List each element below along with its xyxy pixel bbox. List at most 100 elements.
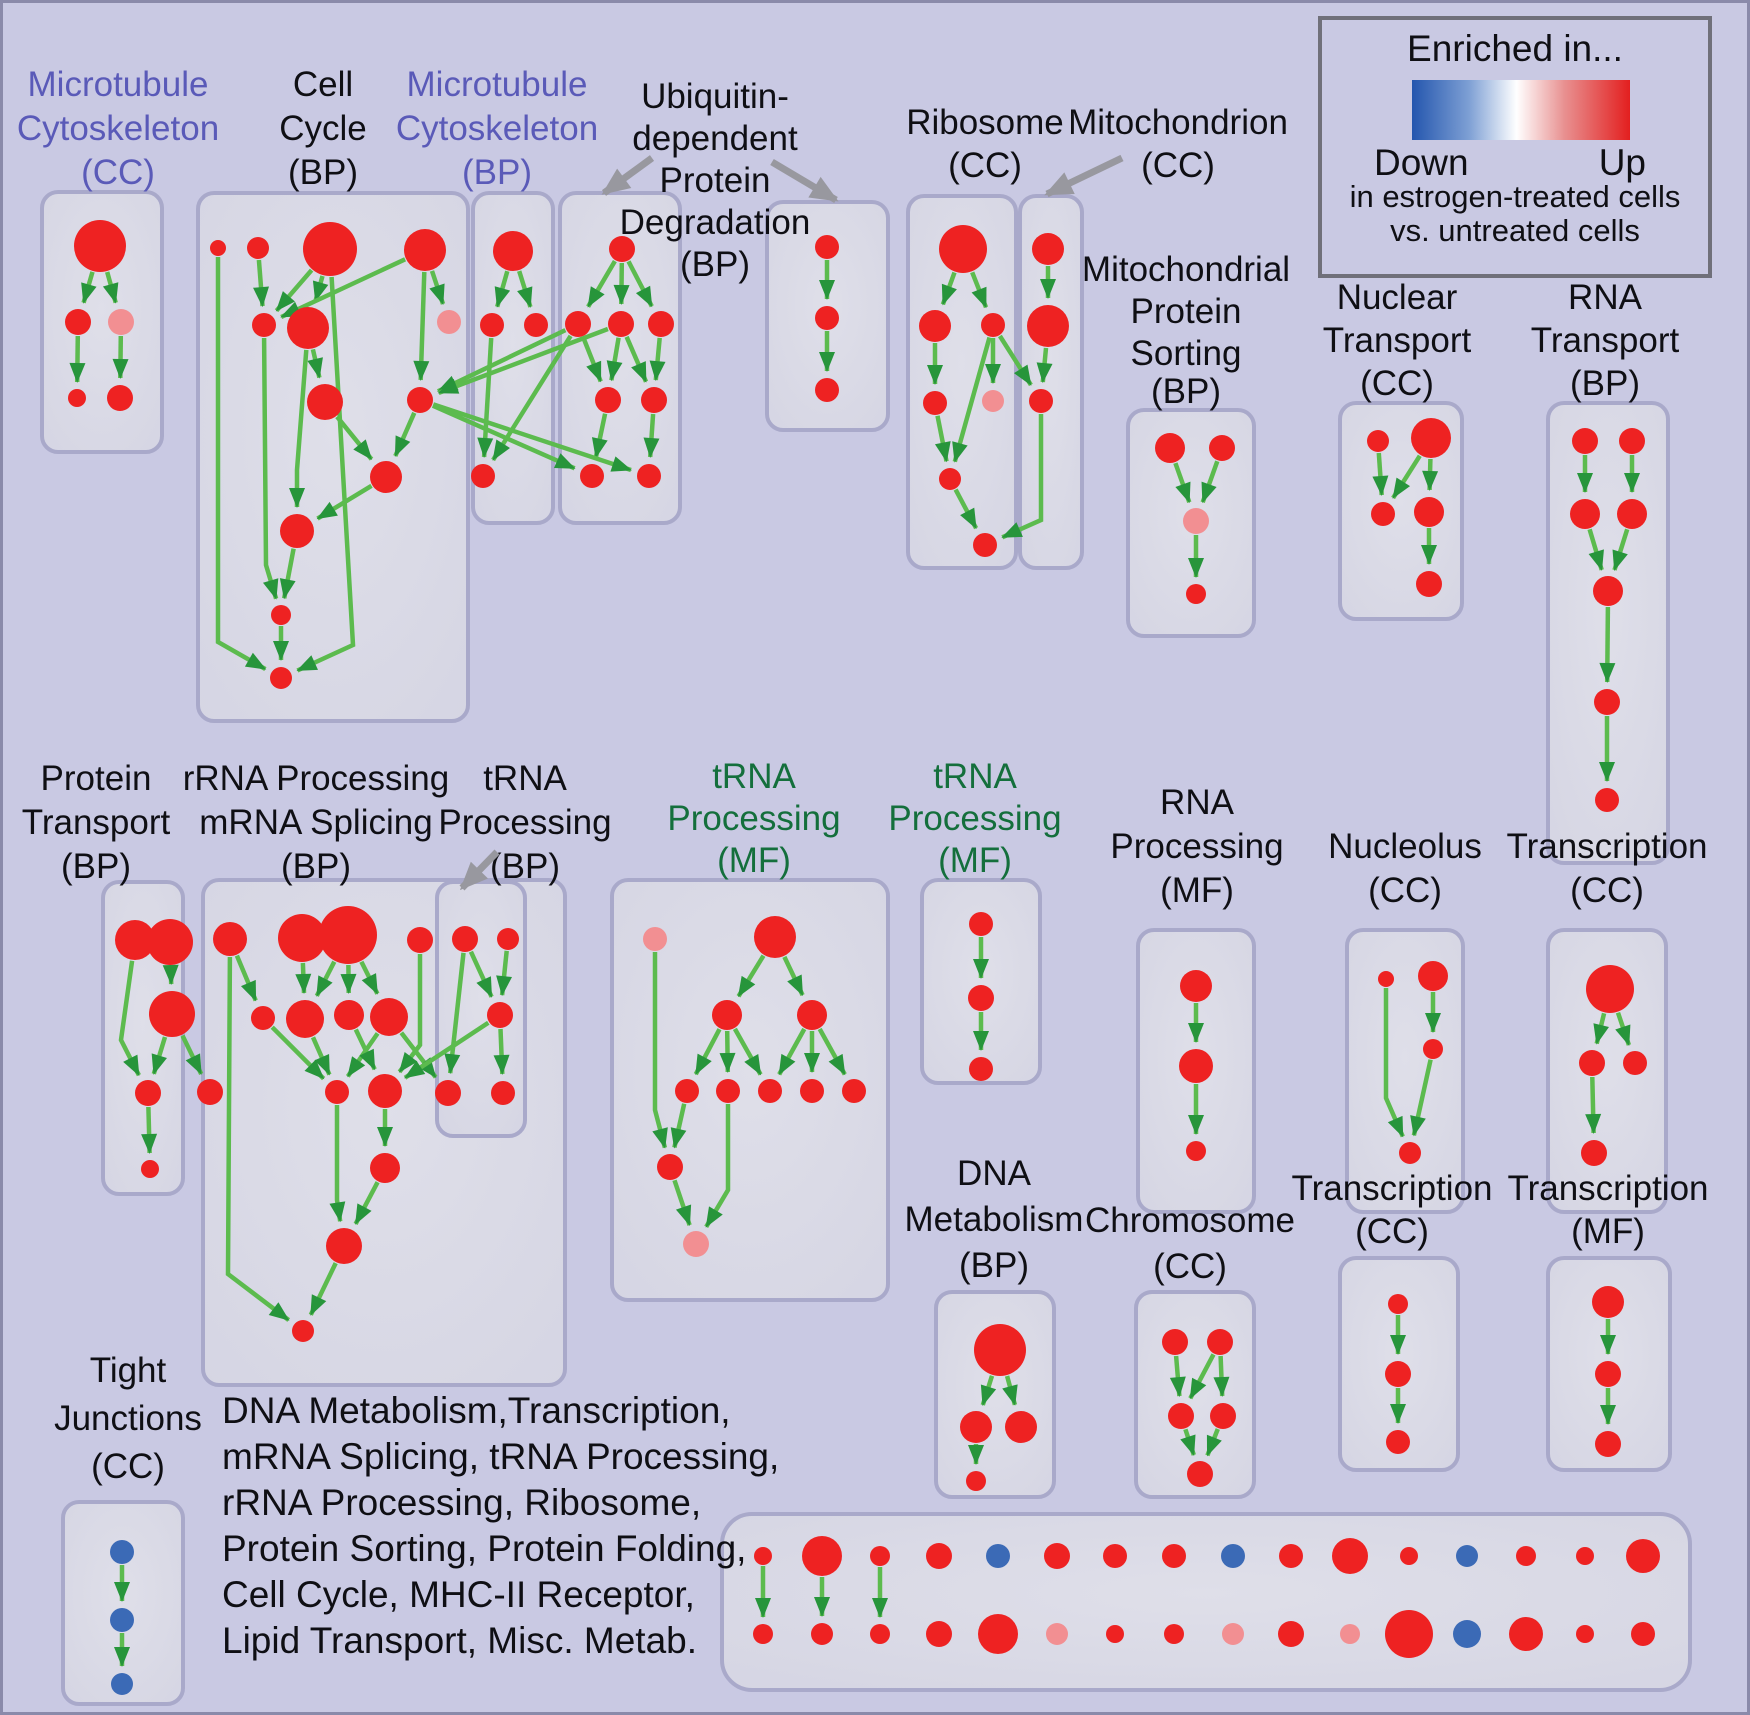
edge-cellcycle-c-f [312, 275, 329, 302]
node-trna_mf1-X11 [683, 1231, 709, 1257]
node-rnaproc-Z1 [1180, 970, 1212, 1002]
ubiq_label-label-line4: Degradation [620, 203, 811, 242]
edge-ribosome-R1-R3 [970, 271, 989, 309]
edge-dnametab-dL-dm1 [980, 1375, 997, 1406]
node-rrna-Q2 [278, 914, 326, 962]
edge-cellcycle-f-i [307, 348, 323, 379]
legend-title: Enriched in... [1407, 28, 1623, 69]
node-cellcycle-m [270, 667, 292, 689]
node-chromosome-cm1 [1168, 1403, 1194, 1429]
edge-trna_mf1-X2-X3 [736, 954, 766, 998]
node-rnatrans-re [1595, 788, 1619, 812]
cross-edge-mito-M3-ribosome-R7 [1001, 414, 1044, 540]
edge-rrna-Q3-q8 [359, 960, 380, 995]
trna_mf2-label-line3: (MF) [938, 841, 1012, 880]
node-rrna-q6 [286, 1000, 324, 1038]
node-chromosome-ct1 [1162, 1329, 1188, 1355]
edge-mps-p2-pk [1200, 460, 1220, 504]
rrna-label-line1: rRNA Processing [183, 759, 449, 798]
mt_bp-label-line3: (BP) [462, 153, 532, 192]
edge-prottrans-P2-P3 [162, 964, 179, 985]
note-line-5: Cell Cycle, MHC-II Receptor, [222, 1574, 695, 1615]
mt_bp-label-line1: Microtubule [407, 65, 588, 104]
ubiq_label-label-line2: dependent [632, 119, 798, 158]
node-trans_cc2-tcb [1581, 1140, 1607, 1166]
edge-chromosome-ct2-cm1 [1188, 1353, 1216, 1400]
node-chromosome-ct2 [1207, 1329, 1233, 1355]
legend: Enriched in... Down Up in estrogen-treat… [1318, 16, 1712, 278]
strip-top-node-2 [802, 1536, 842, 1576]
node-prottrans-P3 [149, 991, 195, 1037]
edge-nucleolus-ns-nb2 [1383, 988, 1405, 1138]
mps-label-line2: Protein [1131, 292, 1242, 331]
trna_bp-label-line1: tRNA [483, 759, 567, 798]
node-ubiq1-m1 [565, 311, 591, 337]
trna_mf2-label-line1: tRNA [933, 757, 1017, 796]
node-cellcycle-d [404, 229, 446, 271]
node-rnatrans-rd [1594, 689, 1620, 715]
edge-prottrans-P1-P4 [118, 960, 141, 1077]
trna_mf1-label-line2: Processing [667, 799, 840, 838]
edge-trna_mf1-X3-X6 [719, 1030, 736, 1073]
edge-trans_cc2-tcL-tcm2 [1615, 1011, 1632, 1046]
edge-prottrans-P4-P5 [141, 1106, 158, 1154]
node-rrna-q12 [326, 1228, 362, 1264]
callout-mitochondrion-icon [1044, 154, 1124, 198]
node-nucleolus-nb2 [1399, 1142, 1421, 1164]
node-rrna-Q1 [213, 922, 247, 956]
callout-ubiquitin-left-icon [601, 155, 655, 196]
strip-bottom-node-9 [1222, 1623, 1244, 1645]
prottrans-label-line3: (BP) [61, 847, 131, 886]
edge-ubiq1-t-m3 [626, 260, 654, 308]
rnatrans-label-line3: (BP) [1570, 364, 1640, 403]
edge-trna_mf1-X2-X4 [782, 955, 805, 997]
edge-nucleolus-nm-nb2 [1410, 1059, 1433, 1137]
node-rnatrans-rm1 [1570, 499, 1600, 529]
ubiq_label-label-line1: Ubiquitin- [641, 77, 789, 116]
strip-bottom-node-5 [978, 1614, 1018, 1654]
node-mps-p2 [1209, 435, 1235, 461]
strip-bottom-node-11 [1340, 1624, 1360, 1644]
edge-rnatrans-rc-rd [1599, 606, 1616, 683]
node-rrna-q5 [251, 1006, 275, 1030]
rrna-label-line3: (BP) [281, 847, 351, 886]
cross-edge-rrna-q8-trna_bp-tb4 [399, 1031, 438, 1079]
node-ribosome-R3 [981, 313, 1005, 337]
edge-ubiq1-m2-n2 [624, 335, 649, 383]
node-prottrans-P1 [115, 920, 155, 960]
misc-clusters-note: DNA Metabolism,Transcription, mRNA Splici… [222, 1388, 779, 1664]
node-cellcycle-h [407, 387, 433, 413]
node-ubiq1-b2 [637, 464, 661, 488]
node-ribosome-R4 [923, 391, 947, 415]
legend-gradient-bar [1412, 80, 1630, 140]
trna_bp-label-line2: Processing [438, 803, 611, 842]
edge-mt_cc-C-E [112, 335, 129, 379]
node-trna_mf1-X1 [643, 927, 667, 951]
rnaproc-label-line3: (MF) [1160, 871, 1234, 910]
node-dnametab-dm1 [960, 1411, 992, 1443]
edge-cellcycle-i-j [335, 415, 374, 461]
prottrans-label-line2: Transport [22, 803, 171, 842]
node-ubiq1-m2 [608, 311, 634, 337]
node-cellcycle-f [287, 307, 329, 349]
node-mt_cc-B [65, 309, 91, 335]
strip-top-node-7 [1103, 1544, 1127, 1568]
node-mt_bp-c1 [480, 313, 504, 337]
legend-caption-line2: vs. untreated cells [1390, 213, 1640, 248]
rrna-label-line2: mRNA Splicing [199, 803, 432, 842]
node-nuctrans-s [1367, 430, 1389, 452]
node-nucleolus-nL [1418, 961, 1448, 991]
strip-top-node-4 [926, 1543, 952, 1569]
strip-bottom-node-6 [1046, 1623, 1068, 1645]
strip-bottom-node-12 [1385, 1610, 1433, 1658]
legend-caption-line1: in estrogen-treated cells [1349, 179, 1681, 214]
edge-ubiq1-t-m2 [613, 262, 630, 305]
trna_mf2-label-line2: Processing [888, 799, 1061, 838]
node-trna_mf1-X6 [716, 1079, 740, 1103]
node-chromosome-cm2 [1210, 1403, 1236, 1429]
edge-ubiq1-t-m1 [586, 259, 617, 308]
callout-arrows [459, 154, 1124, 891]
edge-rrna-q11-q12 [353, 1181, 380, 1225]
